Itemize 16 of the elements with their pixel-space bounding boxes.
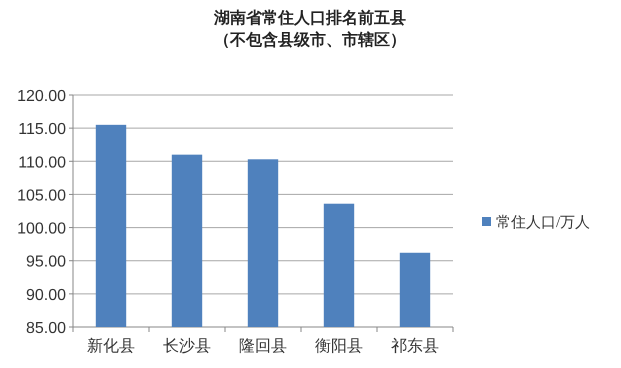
x-tick-label: 衡阳县 xyxy=(315,338,363,355)
y-tick-label: 105.00 xyxy=(17,187,66,204)
y-tick-label: 100.00 xyxy=(17,220,66,238)
legend-label: 常住人口/万人 xyxy=(496,214,590,231)
y-tick-label: 85.00 xyxy=(26,320,66,337)
y-tick-label: 120.00 xyxy=(17,88,66,105)
y-tick-label: 95.00 xyxy=(26,254,66,271)
chart-title: 湖南省常住人口排名前五县 xyxy=(213,9,406,27)
x-tick-label: 隆回县 xyxy=(239,338,287,355)
y-tick-label: 110.00 xyxy=(18,154,66,172)
x-tick-label: 祁东县 xyxy=(391,337,439,355)
y-tick-label: 115.00 xyxy=(18,121,66,138)
x-tick-label: 新化县 xyxy=(87,337,135,355)
chart-subtitle: （不包含县级市、市辖区） xyxy=(214,31,406,49)
x-tick-label: 长沙县 xyxy=(163,337,211,355)
y-tick-label: 90.00 xyxy=(26,286,66,304)
